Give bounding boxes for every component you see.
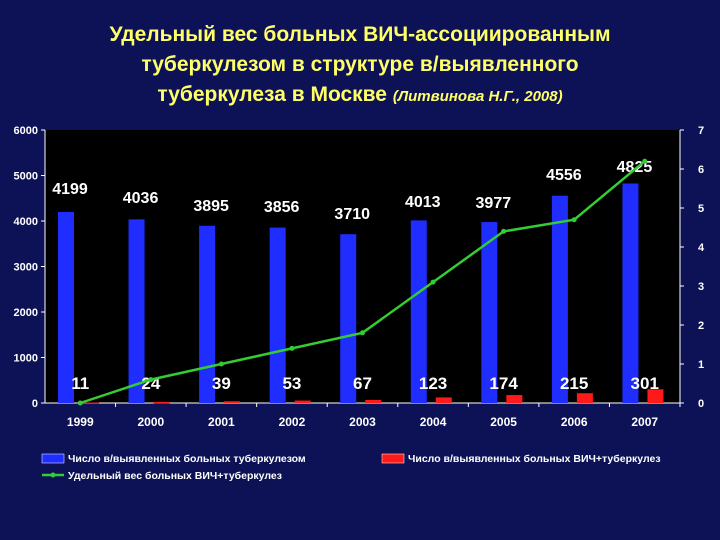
right-tick-label: 1 <box>698 359 704 371</box>
x-tick-label: 2001 <box>208 415 235 429</box>
right-tick-label: 5 <box>698 203 704 215</box>
share-point <box>148 377 154 383</box>
hiv-data-label: 215 <box>560 374 588 393</box>
tb-bar <box>269 227 286 403</box>
tb-bar <box>340 234 357 403</box>
hiv-data-label: 11 <box>71 374 89 393</box>
tb-data-label: 4036 <box>123 190 159 207</box>
hiv-bar <box>647 389 664 403</box>
left-tick-label: 1000 <box>14 353 38 365</box>
hiv-bar <box>294 400 311 403</box>
legend-swatch-tb <box>41 453 65 464</box>
x-tick-label: 2007 <box>631 415 658 429</box>
hiv-bar <box>365 399 382 403</box>
right-tick-label: 6 <box>698 164 704 176</box>
title-line-2: туберкулезом в структуре в/выявленного <box>141 53 579 76</box>
right-tick-label: 7 <box>698 125 704 137</box>
hiv-bar <box>576 393 593 403</box>
share-point <box>430 279 436 285</box>
tb-data-label: 3710 <box>334 206 370 223</box>
plot-area <box>45 130 680 403</box>
tb-bar <box>128 219 145 403</box>
left-tick-label: 3000 <box>14 262 38 274</box>
title-line-3-text: туберкулеза в Москве <box>157 83 387 106</box>
hiv-data-label: 174 <box>489 374 518 393</box>
legend-swatch-line-marker <box>50 472 56 478</box>
share-point <box>360 330 365 336</box>
hiv-bar <box>506 395 523 403</box>
hiv-bar <box>224 401 241 403</box>
tb-data-label: 4556 <box>546 167 582 184</box>
hiv-data-label: 67 <box>353 374 372 393</box>
hiv-data-label: 53 <box>282 374 301 393</box>
x-tick-label: 2000 <box>137 415 164 429</box>
legend-label-line: Удельный вес больных ВИЧ+туберкулез <box>68 470 282 482</box>
hiv-bar <box>435 397 452 403</box>
tb-data-label: 3895 <box>193 198 229 215</box>
hiv-bar <box>153 401 170 404</box>
tb-bar <box>551 195 568 403</box>
x-tick-label: 2006 <box>561 415 588 429</box>
share-point <box>289 345 295 351</box>
legend-label-tb: Число в/выявленных больных туберкулезом <box>68 453 306 465</box>
left-tick-label: 4000 <box>14 216 38 228</box>
left-tick-label: 2000 <box>14 307 38 319</box>
left-tick-label: 5000 <box>14 171 38 183</box>
chart-title: Удельный вес больных ВИЧ-ассоциированным… <box>30 20 690 112</box>
left-tick-label: 0 <box>32 398 38 410</box>
hiv-data-label: 123 <box>419 374 447 393</box>
tb-data-label: 3856 <box>264 199 300 216</box>
right-tick-label: 3 <box>698 281 704 293</box>
hiv-data-label: 39 <box>212 374 231 393</box>
tb-bar <box>410 220 427 403</box>
tb-data-label: 4199 <box>52 181 88 198</box>
tb-bar <box>199 225 216 403</box>
x-tick-label: 2002 <box>279 415 306 429</box>
title-line-1: Удельный вес больных ВИЧ-ассоциированным <box>109 23 611 46</box>
legend-label-hiv: Число в/выявленных больных ВИЧ+туберкуле… <box>408 453 661 465</box>
share-point <box>77 400 83 406</box>
tb-bar <box>622 183 639 403</box>
x-tick-label: 2005 <box>490 415 517 429</box>
hiv-bar <box>83 402 99 404</box>
share-point <box>571 217 577 223</box>
tb-bar <box>481 222 498 403</box>
title-citation: (Литвинова Н.Г., 2008) <box>392 88 563 105</box>
x-tick-label: 1999 <box>67 415 94 429</box>
right-tick-label: 4 <box>698 242 705 254</box>
right-tick-label: 0 <box>698 398 704 410</box>
x-tick-label: 2004 <box>420 415 447 429</box>
legend-swatch-hiv <box>381 453 405 464</box>
title-line-3: туберкулеза в Москве (Литвинова Н.Г., 20… <box>30 80 690 112</box>
tb-data-label: 3977 <box>476 195 512 212</box>
left-tick-label: 6000 <box>14 125 38 137</box>
hiv-data-label: 301 <box>631 374 659 393</box>
share-point <box>501 228 507 234</box>
share-point <box>642 158 648 164</box>
share-point <box>218 361 224 367</box>
tb-bar <box>58 211 74 403</box>
right-tick-label: 2 <box>698 320 704 332</box>
x-tick-label: 2003 <box>349 415 376 429</box>
tb-data-label: 4013 <box>405 194 441 211</box>
